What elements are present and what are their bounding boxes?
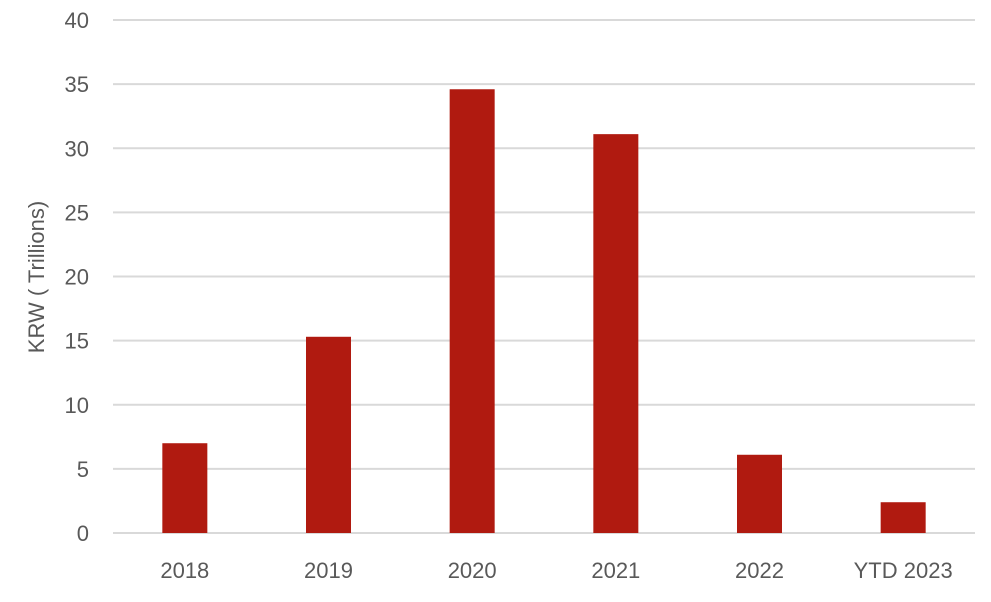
- x-tick-label: YTD 2023: [854, 558, 953, 583]
- bar-2020: [449, 89, 495, 533]
- y-tick-label: 0: [77, 521, 89, 546]
- gridlines: [113, 19, 975, 534]
- y-tick-label: 15: [65, 329, 89, 354]
- bar-2021: [593, 134, 639, 533]
- y-tick-label: 5: [77, 457, 89, 482]
- y-axis-title: KRW ( Trillions): [24, 201, 49, 353]
- x-axis-ticks: 2018 2019 2020 2021 2022 YTD 2023: [160, 558, 952, 583]
- y-tick-label: 10: [65, 393, 89, 418]
- bar-2018: [162, 443, 208, 533]
- bar-2019: [306, 336, 351, 533]
- x-tick-label: 2019: [304, 558, 353, 583]
- x-tick-label: 2022: [735, 558, 784, 583]
- y-tick-label: 25: [65, 200, 89, 225]
- x-tick-label: 2018: [160, 558, 209, 583]
- y-tick-label: 35: [65, 72, 89, 97]
- y-tick-label: 20: [65, 265, 89, 290]
- bar-ytd-2023: [880, 502, 926, 533]
- x-tick-label: 2020: [448, 558, 497, 583]
- y-axis-ticks: 0 5 10 15 20 25 30 35 40: [65, 8, 89, 546]
- bars: [162, 89, 926, 533]
- x-tick-label: 2021: [591, 558, 640, 583]
- y-tick-label: 30: [65, 136, 89, 161]
- y-tick-label: 40: [65, 8, 89, 33]
- bar-2022: [737, 454, 782, 533]
